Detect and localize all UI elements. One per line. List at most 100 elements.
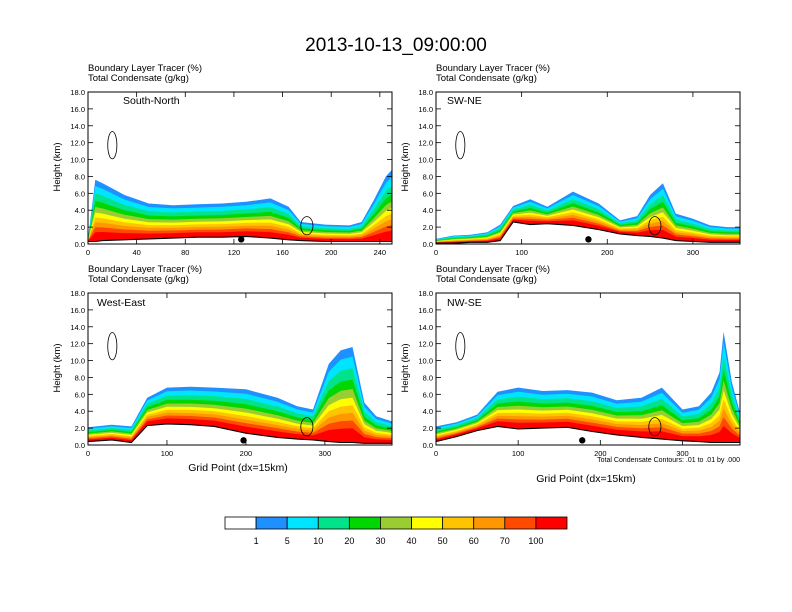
y-tick-label: 0.0 — [75, 441, 85, 450]
y-tick-label: 4.0 — [423, 206, 433, 215]
condensate-contour — [648, 216, 662, 236]
colorbar-label: 70 — [500, 536, 510, 546]
plot-area — [88, 332, 392, 445]
contour-note: Total Condensate Contours: .01 to .01 by… — [597, 457, 740, 464]
colorbar-label: 40 — [406, 536, 416, 546]
plot-frame — [435, 292, 741, 446]
colorbar: 1 5 10 20 30 40 50 60 70 100 — [224, 516, 568, 546]
y-tick-label: 10.0 — [70, 357, 85, 366]
x-tick-label: 40 — [132, 248, 140, 257]
colorbar-label: 1 — [254, 536, 259, 546]
station-marker — [240, 437, 247, 444]
plot-frame — [87, 292, 393, 446]
x-tick-label: 300 — [687, 248, 700, 257]
panel-label-condensate: Total Condensate (g/kg) — [88, 73, 189, 84]
panel-title-west-east: West-East — [97, 297, 145, 309]
colorbar-label: 30 — [375, 536, 385, 546]
x-tick-label: 200 — [594, 449, 607, 458]
y-tick-label: 18.0 — [418, 289, 433, 298]
y-tick-label: 14.0 — [70, 323, 85, 332]
plot-area — [88, 131, 392, 244]
y-tick-label: 12.0 — [70, 340, 85, 349]
colorbar-label: 100 — [528, 536, 543, 546]
y-axis-label: Height (km) — [400, 343, 411, 392]
x-tick-label: 120 — [228, 248, 241, 257]
y-tick-label: 4.0 — [75, 206, 85, 215]
colorbar-swatch — [535, 516, 568, 530]
y-tick-label: 6.0 — [423, 390, 433, 399]
colorbar-swatch — [411, 516, 444, 530]
y-tick-label: 8.0 — [75, 172, 85, 181]
x-axis-label: Grid Point (dx=15km) — [188, 462, 288, 474]
terrain-fill — [436, 426, 740, 445]
panel-label-tracer: Boundary Layer Tracer (%) — [88, 63, 202, 74]
y-tick-label: 18.0 — [70, 289, 85, 298]
panel-west-east: Boundary Layer Tracer (%) Total Condensa… — [52, 264, 393, 474]
terrain-line — [88, 423, 392, 444]
colorbar-swatch — [473, 516, 506, 530]
figure-title: 2013-10-13_09:00:00 — [305, 35, 487, 56]
x-tick-label: 160 — [276, 248, 289, 257]
x-tick-label: 100 — [512, 449, 525, 458]
terrain-fill — [88, 423, 392, 445]
colorbar-swatch — [442, 516, 475, 530]
panel-title-sw-ne: SW-NE — [447, 95, 482, 107]
y-tick-label: 2.0 — [423, 223, 433, 232]
x-tick-label: 200 — [601, 248, 614, 257]
y-tick-label: 14.0 — [70, 122, 85, 131]
y-axis-label: Height (km) — [400, 142, 411, 191]
colorbar-label: 50 — [438, 536, 448, 546]
x-tick-label: 0 — [86, 449, 90, 458]
x-tick-label: 100 — [515, 248, 528, 257]
colorbar-label: 10 — [313, 536, 323, 546]
y-tick-label: 16.0 — [70, 105, 85, 114]
condensate-contour — [300, 216, 314, 236]
station-marker — [238, 236, 245, 243]
station-marker — [579, 437, 586, 444]
x-tick-label: 200 — [325, 248, 338, 257]
panel-label-condensate: Total Condensate (g/kg) — [436, 73, 537, 84]
y-tick-label: 0.0 — [423, 240, 433, 249]
x-tick-label: 100 — [161, 449, 174, 458]
station-marker — [585, 236, 592, 243]
y-tick-label: 12.0 — [418, 139, 433, 148]
panel-nw-se: Boundary Layer Tracer (%) Total Condensa… — [400, 264, 741, 485]
y-tick-label: 0.0 — [423, 441, 433, 450]
x-tick-label: 300 — [319, 449, 332, 458]
panel-title-south-north: South-North — [123, 95, 180, 107]
panel-label-tracer: Boundary Layer Tracer (%) — [88, 264, 202, 275]
y-tick-label: 4.0 — [75, 407, 85, 416]
y-tick-label: 2.0 — [423, 424, 433, 433]
colorbar-label: 60 — [469, 536, 479, 546]
x-tick-label: 240 — [374, 248, 387, 257]
colorbar-swatch — [317, 516, 350, 530]
y-axis-label: Height (km) — [52, 343, 63, 392]
plot-frame — [87, 91, 393, 245]
condensate-contour — [300, 417, 314, 437]
condensate-contour — [455, 131, 466, 160]
condensate-contour — [648, 417, 662, 437]
y-tick-label: 0.0 — [75, 240, 85, 249]
y-tick-label: 18.0 — [418, 88, 433, 97]
colorbar-swatch — [504, 516, 537, 530]
y-tick-label: 2.0 — [75, 223, 85, 232]
terrain-line — [436, 425, 740, 444]
y-tick-label: 12.0 — [70, 139, 85, 148]
y-tick-label: 10.0 — [418, 156, 433, 165]
y-tick-label: 10.0 — [70, 156, 85, 165]
colorbar-label: 20 — [344, 536, 354, 546]
panel-label-tracer: Boundary Layer Tracer (%) — [436, 264, 550, 275]
condensate-contour — [107, 332, 118, 361]
y-tick-label: 8.0 — [423, 172, 433, 181]
panel-sw-ne: Boundary Layer Tracer (%) Total Condensa… — [400, 63, 741, 257]
panel-south-north: Boundary Layer Tracer (%) Total Condensa… — [52, 63, 393, 257]
panel-label-condensate: Total Condensate (g/kg) — [436, 274, 537, 285]
y-tick-label: 18.0 — [70, 88, 85, 97]
y-tick-label: 2.0 — [75, 424, 85, 433]
y-tick-label: 16.0 — [418, 105, 433, 114]
panel-label-tracer: Boundary Layer Tracer (%) — [436, 63, 550, 74]
colorbar-swatch — [255, 516, 288, 530]
colorbar-label: 5 — [285, 536, 290, 546]
x-tick-label: 300 — [676, 449, 689, 458]
